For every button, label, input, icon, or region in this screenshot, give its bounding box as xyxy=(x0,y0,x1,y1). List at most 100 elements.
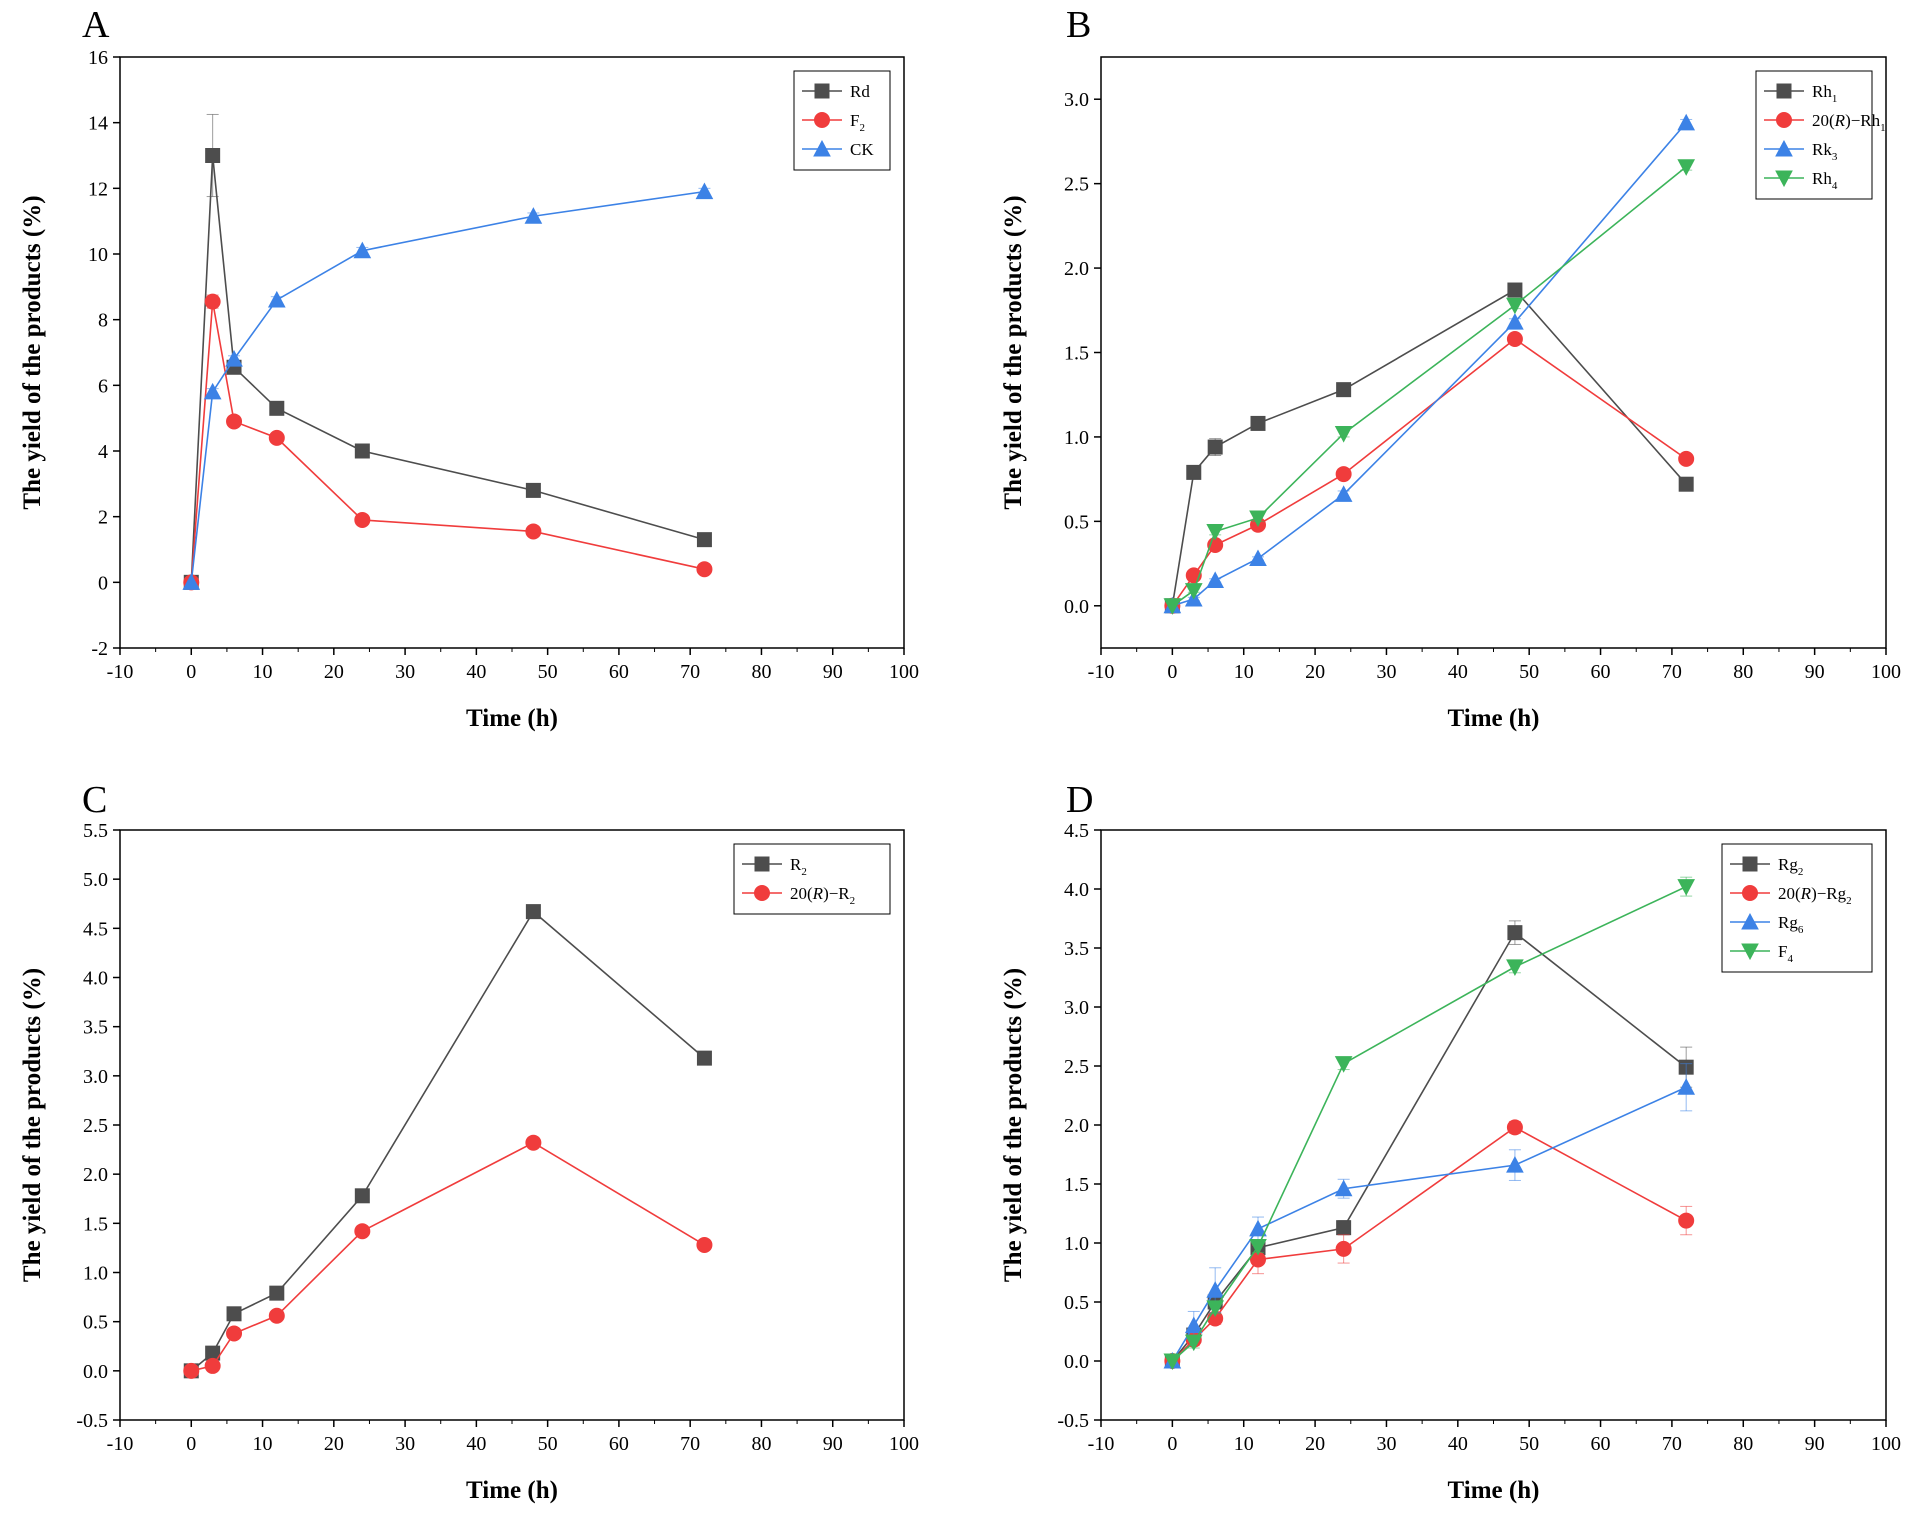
x-tick-label: -10 xyxy=(1088,1433,1115,1455)
legend-marker xyxy=(754,856,770,872)
data-point xyxy=(1249,549,1267,567)
series-Rh4 xyxy=(1163,159,1696,615)
data-point xyxy=(1250,415,1266,431)
y-tick-label: 1.0 xyxy=(83,1263,108,1285)
y-tick-label: 3.0 xyxy=(83,1066,108,1088)
legend: Rg2 20(R)−Rg2 Rg6 F4 xyxy=(1721,843,1873,973)
x-tick-label: -10 xyxy=(107,1433,134,1455)
panel-B: B -10 0 10 20 30 40 50 60 70 80 90 100 0.0 0.5 1.0 1.5 2.… xyxy=(1000,4,1901,732)
y-tick-label: 1.5 xyxy=(1064,343,1089,365)
data-point xyxy=(354,1188,370,1204)
legend: R2 20(R)−R2 xyxy=(733,843,891,915)
legend-box xyxy=(733,843,891,915)
x-tick-label: 10 xyxy=(1234,661,1254,683)
x-tick-label: 50 xyxy=(538,1433,558,1455)
y-tick-label: 2.5 xyxy=(1064,1056,1089,1078)
data-point xyxy=(268,1307,285,1324)
x-tick-label: 0 xyxy=(1167,661,1177,683)
x-tick-label: 30 xyxy=(395,1433,415,1455)
data-point xyxy=(1163,1353,1182,1371)
plot-frame xyxy=(119,56,905,649)
data-point xyxy=(696,1050,712,1066)
x-tick-label: 20 xyxy=(324,661,344,683)
y-tick-label: -2 xyxy=(91,638,108,660)
series-line xyxy=(1171,166,1687,607)
y-tick-label: -0.5 xyxy=(76,1410,108,1432)
x-tick-label: 40 xyxy=(1448,661,1468,683)
y-tick-label: 0.5 xyxy=(83,1312,108,1334)
y-tick-label: 3.5 xyxy=(1064,938,1089,960)
data-point xyxy=(1506,297,1524,315)
data-point xyxy=(203,382,222,400)
y-tick-label: 2.0 xyxy=(1064,1115,1089,1137)
y-tick-label: 3.0 xyxy=(1064,997,1089,1019)
data-point xyxy=(1184,1316,1203,1334)
x-tick-label: 100 xyxy=(889,661,919,683)
y-tick-label: 0.0 xyxy=(1064,596,1089,618)
x-tick-label: 100 xyxy=(1871,661,1901,683)
plot-area xyxy=(182,113,714,591)
y-tick-label: 5.5 xyxy=(83,820,108,842)
series-CK xyxy=(182,182,714,590)
y-tick-label: 0.5 xyxy=(1064,1292,1089,1314)
x-tick-label: -10 xyxy=(1088,661,1115,683)
x-tick-label: 50 xyxy=(538,661,558,683)
series-Rh1 xyxy=(1164,282,1694,614)
x-tick-label: 10 xyxy=(253,661,273,683)
series-Rg6 xyxy=(1163,1063,1696,1369)
series-line xyxy=(190,155,705,583)
data-point xyxy=(525,523,542,540)
legend-marker xyxy=(813,139,831,157)
series-line xyxy=(190,190,705,583)
data-point xyxy=(1678,476,1694,492)
legend-label: 20(R)−R2 xyxy=(790,884,855,907)
legend-label: 20(R)−Rh1 xyxy=(1812,111,1886,134)
legend-marker xyxy=(1775,139,1793,157)
panel-letter-D: D xyxy=(1066,779,1093,821)
y-tick-label: 4 xyxy=(98,441,108,463)
data-point xyxy=(696,532,712,548)
series-F2 xyxy=(183,293,713,591)
y-axis-title: The yield of the products (%) xyxy=(19,968,46,1282)
data-point xyxy=(354,1223,371,1240)
x-tick-label: 80 xyxy=(751,661,771,683)
legend-marker xyxy=(1776,83,1792,99)
y-tick-label: 4.5 xyxy=(1064,820,1089,842)
series-Rd xyxy=(183,113,712,590)
series-line xyxy=(1171,931,1687,1362)
legend-label: F2 xyxy=(850,111,865,134)
x-tick-label: 80 xyxy=(751,1433,771,1455)
x-tick-label: 10 xyxy=(253,1433,273,1455)
y-tick-label: 2 xyxy=(98,507,108,529)
x-tick-label: 20 xyxy=(1305,1433,1325,1455)
x-tick-label: 50 xyxy=(1519,661,1539,683)
legend-marker xyxy=(1742,856,1758,872)
series-line xyxy=(1171,289,1687,606)
x-tick-label: 50 xyxy=(1519,1433,1539,1455)
x-tick-label: 80 xyxy=(1733,661,1753,683)
legend-label: 20(R)−Rg2 xyxy=(1778,884,1852,907)
data-point xyxy=(1506,1119,1523,1136)
y-tick-label: 3.0 xyxy=(1064,89,1089,111)
data-point xyxy=(1677,159,1696,176)
y-tick-label: 0.0 xyxy=(83,1361,108,1383)
y-tick-label: 4.5 xyxy=(83,918,108,940)
y-tick-label: 4.0 xyxy=(83,968,108,990)
y-tick-label: -0.5 xyxy=(1057,1410,1089,1432)
y-tick-label: 6 xyxy=(98,375,108,397)
y-tick-label: 3.5 xyxy=(83,1017,108,1039)
data-point xyxy=(1335,1240,1352,1257)
data-point xyxy=(1206,523,1225,541)
data-point xyxy=(1206,571,1225,588)
series-line xyxy=(1172,122,1687,607)
x-tick-label: 30 xyxy=(1376,1433,1396,1455)
data-point xyxy=(1336,1220,1352,1236)
legend-marker xyxy=(814,112,830,128)
legend-label: Rd xyxy=(850,82,870,101)
data-point xyxy=(1678,450,1695,467)
plot-area xyxy=(183,904,713,1379)
data-point xyxy=(354,511,371,528)
data-point xyxy=(1334,1056,1353,1073)
data-point xyxy=(1334,1179,1353,1197)
x-axis-title: Time (h) xyxy=(1448,705,1540,732)
